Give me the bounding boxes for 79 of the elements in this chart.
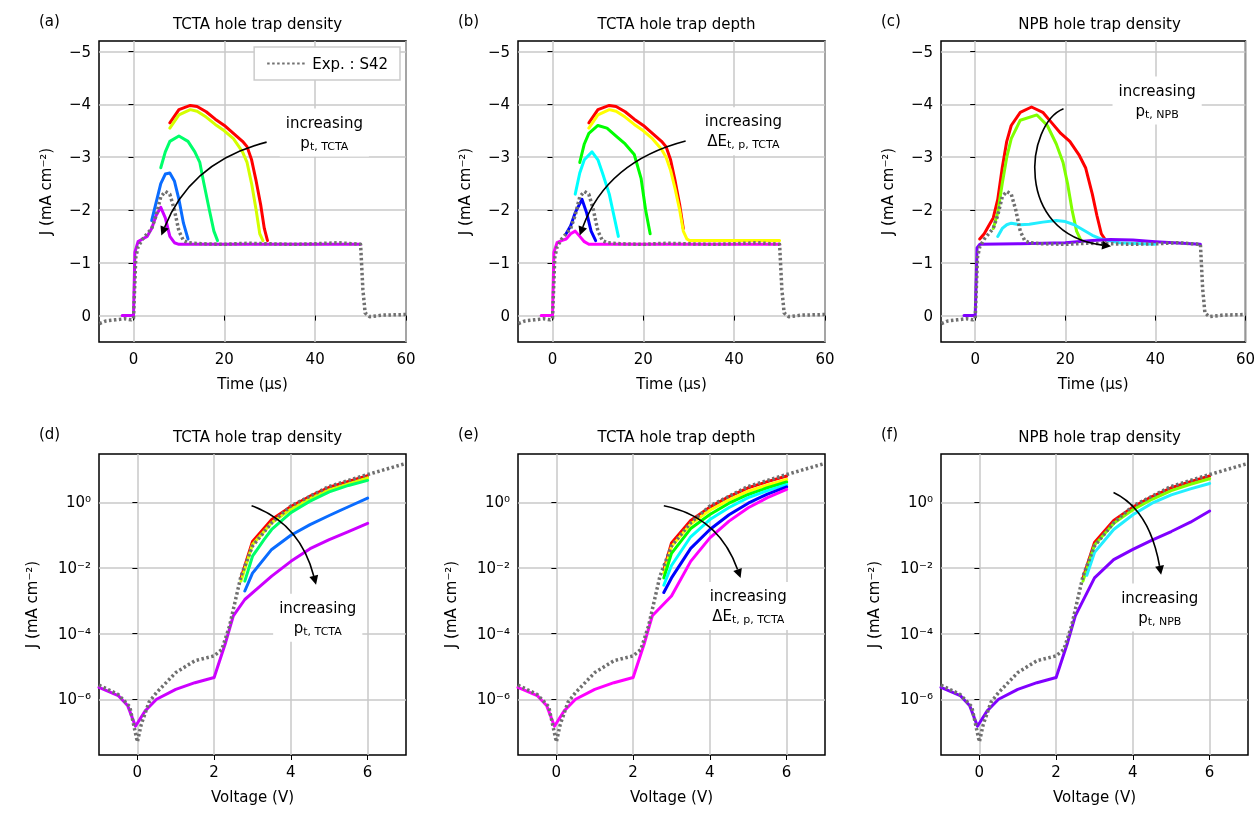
chart-title: TCTA hole trap depth xyxy=(596,427,756,446)
x-tick-label: 60 xyxy=(1235,349,1255,368)
y-tick-label: 10⁻² xyxy=(899,559,933,578)
x-axis-title: Voltage (V) xyxy=(1053,787,1136,806)
x-tick-label: 2 xyxy=(628,762,638,781)
x-tick-label: 4 xyxy=(1128,762,1138,781)
x-axis-title: Voltage (V) xyxy=(211,787,294,806)
chart-title: NPB hole trap density xyxy=(1018,427,1181,446)
y-tick-label: −1 xyxy=(68,253,91,272)
chart-title: TCTA hole trap density xyxy=(171,427,343,446)
x-tick-label: 20 xyxy=(214,349,234,368)
y-axis-title: J (mA cm⁻²) xyxy=(864,560,883,650)
x-tick-label: 40 xyxy=(305,349,325,368)
y-tick-label: 10⁻⁴ xyxy=(899,624,933,643)
x-tick-label: 60 xyxy=(396,349,416,368)
y-axis-title: J (mA cm⁻²) xyxy=(441,560,460,650)
x-axis-title: Time (μs) xyxy=(635,374,707,393)
y-tick-label: −4 xyxy=(910,95,933,114)
y-tick-label: 10⁻² xyxy=(476,559,510,578)
y-tick-label: 10⁻⁴ xyxy=(57,624,91,643)
x-tick-label: 0 xyxy=(547,349,558,368)
y-tick-label: 0 xyxy=(500,306,510,325)
x-tick-label: 6 xyxy=(362,762,373,781)
x-tick-label: 0 xyxy=(970,349,980,368)
chart-title: NPB hole trap density xyxy=(1018,14,1181,33)
x-tick-label: 4 xyxy=(286,762,296,781)
text: (f) xyxy=(881,424,898,443)
y-tick-label: 10⁻⁶ xyxy=(899,690,933,709)
y-axis-title: J (mA cm⁻²) xyxy=(22,560,41,650)
y-tick-label: −2 xyxy=(910,200,933,219)
x-axis-title: Voltage (V) xyxy=(630,787,713,806)
text: (b) xyxy=(458,11,480,30)
x-tick-label: 20 xyxy=(633,349,653,368)
y-tick-label: 10⁰ xyxy=(484,493,510,512)
x-axis-title: Time (μs) xyxy=(1056,374,1129,393)
text: (c) xyxy=(881,11,901,30)
x-tick-label: 0 xyxy=(132,762,143,781)
x-tick-label: 60 xyxy=(815,349,835,368)
text: (a) xyxy=(39,11,60,30)
y-tick-label: 10⁻⁶ xyxy=(57,690,91,709)
y-axis-title: J (mA cm⁻²) xyxy=(878,147,897,237)
y-tick-label: 10⁻⁴ xyxy=(476,624,510,643)
y-tick-label: 10⁰ xyxy=(65,493,91,512)
y-tick-label: −3 xyxy=(487,148,510,167)
y-tick-label: −3 xyxy=(910,148,933,167)
chart-title: TCTA hole trap depth xyxy=(596,14,756,33)
y-tick-label: 10⁻² xyxy=(57,559,91,578)
y-tick-label: −1 xyxy=(910,253,933,272)
x-tick-label: 40 xyxy=(724,349,744,368)
x-tick-label: 0 xyxy=(128,349,139,368)
x-tick-label: 0 xyxy=(551,762,562,781)
chart-title: TCTA hole trap density xyxy=(171,14,343,33)
y-tick-label: 10⁻⁶ xyxy=(476,690,510,709)
y-tick-label: −5 xyxy=(487,42,510,61)
y-tick-label: −4 xyxy=(487,95,510,114)
y-axis-title: J (mA cm⁻²) xyxy=(455,147,474,237)
x-tick-label: 6 xyxy=(781,762,792,781)
x-tick-label: 2 xyxy=(209,762,219,781)
x-tick-label: 4 xyxy=(705,762,715,781)
y-tick-label: −5 xyxy=(68,42,91,61)
x-tick-label: 40 xyxy=(1145,349,1165,368)
y-tick-label: −2 xyxy=(68,200,91,219)
y-tick-label: 10⁰ xyxy=(907,493,933,512)
x-axis-title: Time (μs) xyxy=(216,374,288,393)
x-tick-label: 20 xyxy=(1055,349,1075,368)
y-tick-label: 0 xyxy=(923,306,933,325)
text: (e) xyxy=(458,424,479,443)
x-tick-label: 6 xyxy=(1204,762,1215,781)
y-axis-title: J (mA cm⁻²) xyxy=(36,147,55,237)
y-tick-label: −2 xyxy=(487,200,510,219)
text: (d) xyxy=(39,424,61,443)
y-tick-label: 0 xyxy=(81,306,91,325)
x-tick-label: 2 xyxy=(1051,762,1061,781)
y-tick-label: −5 xyxy=(910,42,933,61)
y-tick-label: −3 xyxy=(68,148,91,167)
y-tick-label: −4 xyxy=(68,95,91,114)
y-tick-label: −1 xyxy=(487,253,510,272)
legend-label: Exp. : S42 xyxy=(312,54,388,73)
x-tick-label: 0 xyxy=(974,762,985,781)
